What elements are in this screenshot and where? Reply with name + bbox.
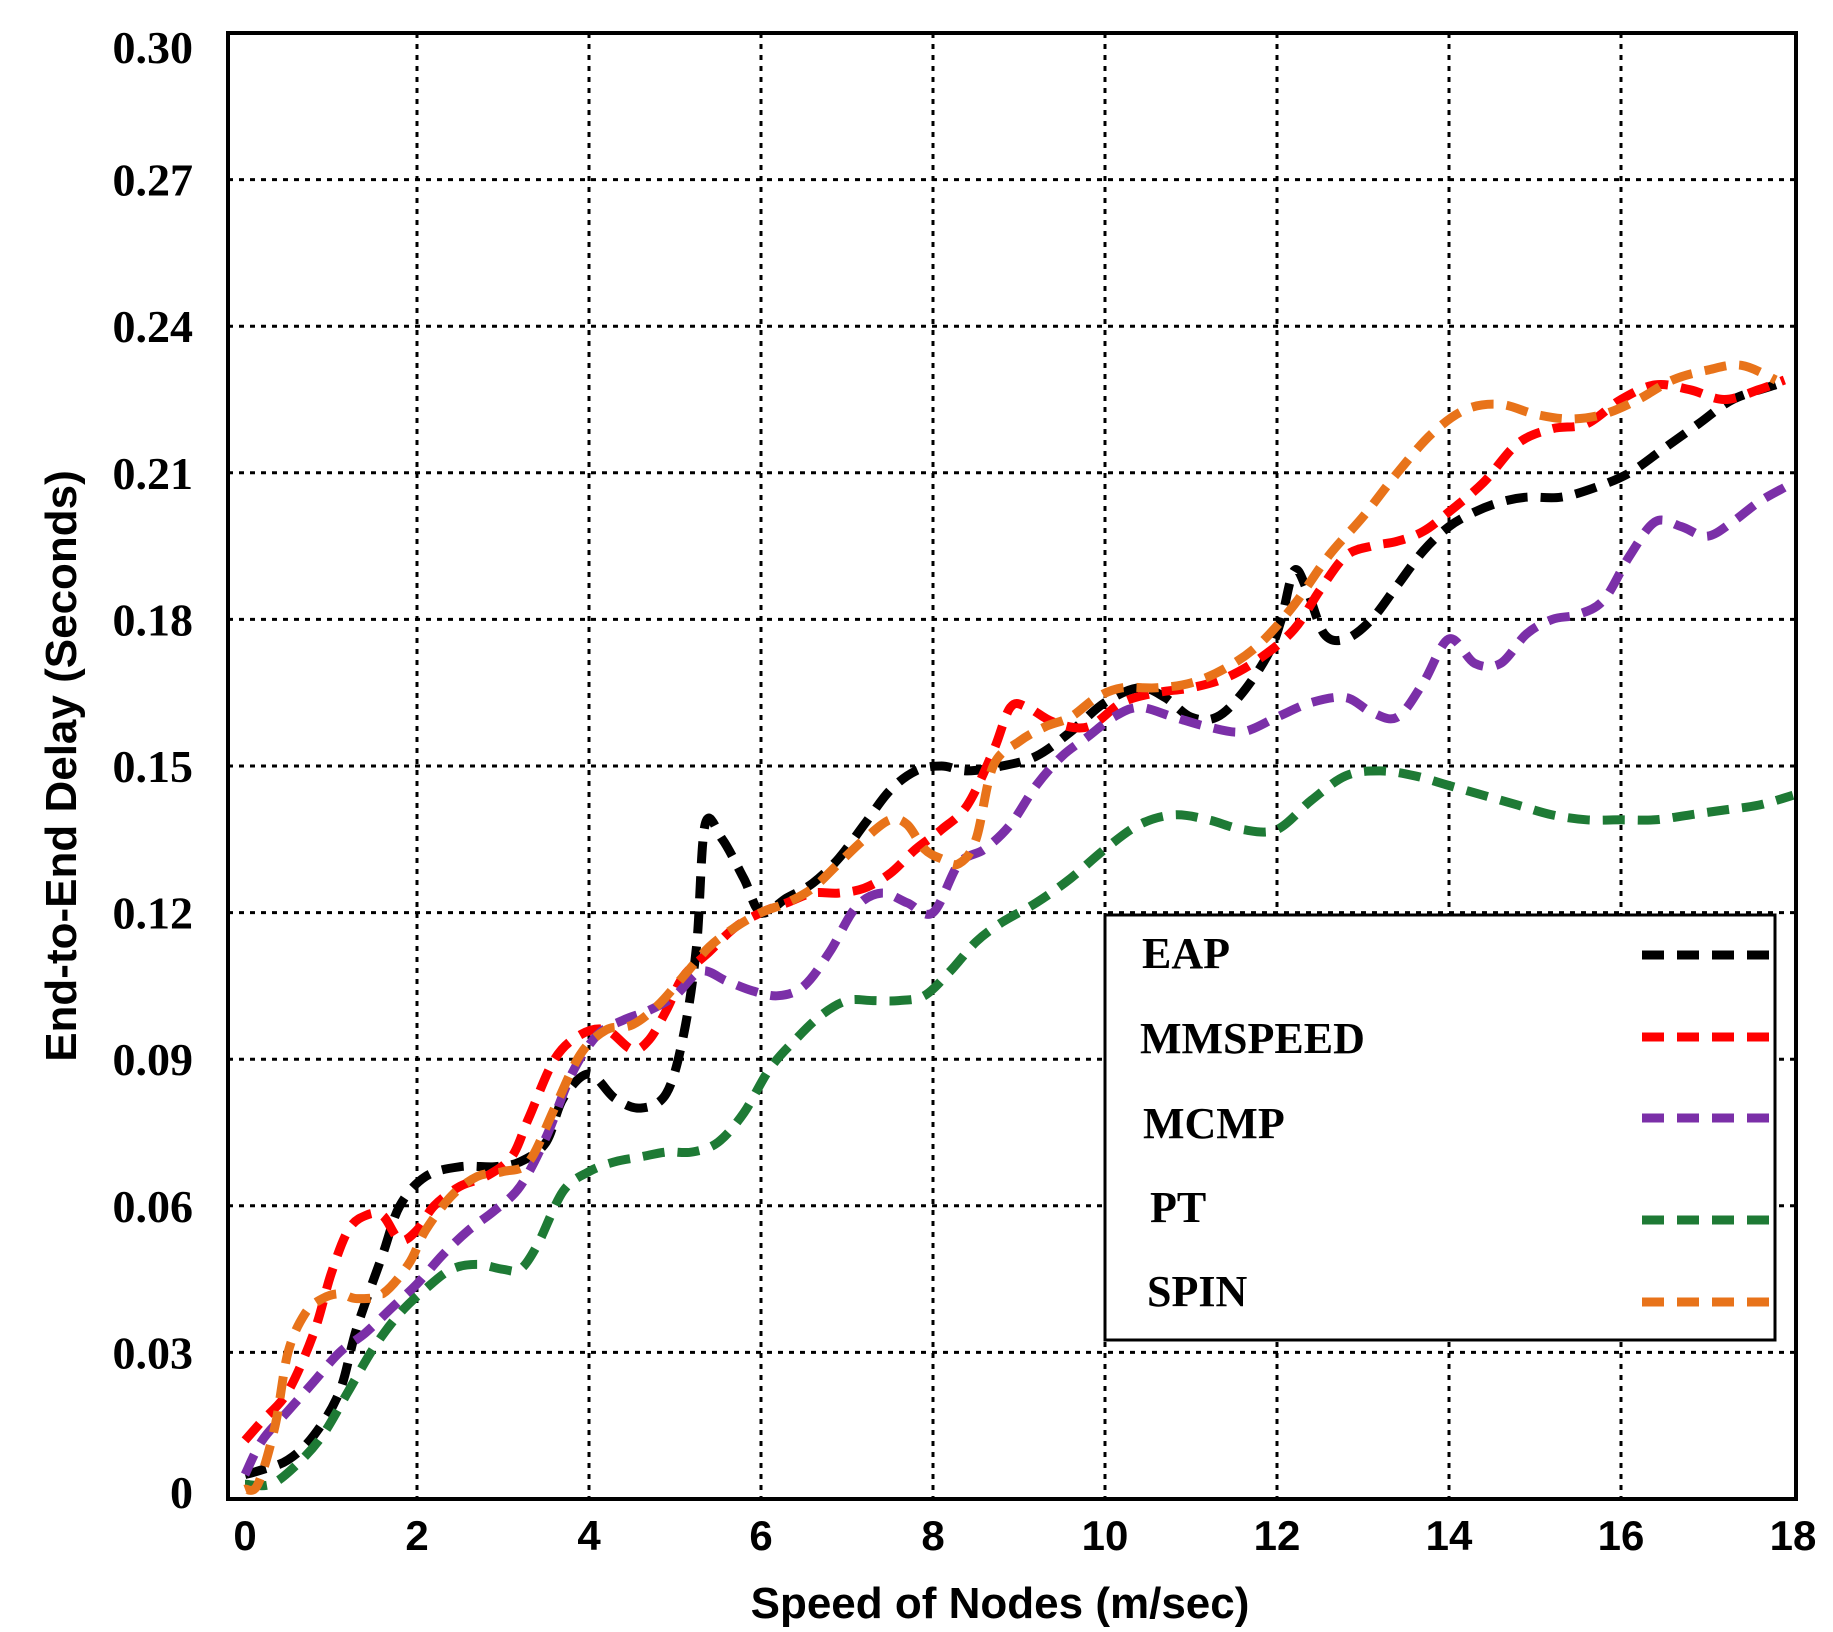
y-tick-label: 0.09 — [113, 1034, 194, 1085]
y-axis-title: End-to-End Delay (Seconds) — [37, 470, 86, 1062]
y-axis-tick-labels: 0 0.03 0.06 0.09 0.12 0.15 0.18 0.21 0.24 0.27 0.3… — [113, 22, 194, 1518]
y-tick-label: 0.06 — [113, 1181, 194, 1232]
x-tick-label: 2 — [405, 1512, 428, 1559]
x-tick-label: 12 — [1254, 1512, 1301, 1559]
y-tick-label: 0.18 — [113, 594, 194, 645]
x-axis-tick-labels: 0 2 4 6 8 10 12 14 16 18 — [233, 1512, 1816, 1559]
x-tick-label: 8 — [921, 1512, 944, 1559]
plot-frame — [226, 31, 1798, 1501]
series-line-mcmp — [240, 483, 1787, 1477]
x-tick-label: 16 — [1598, 1512, 1645, 1559]
series-line-mmspeed — [241, 375, 1787, 1444]
series-line-pt — [244, 766, 1795, 1491]
x-tick-label: 4 — [577, 1512, 601, 1559]
x-tick-label: 0 — [233, 1512, 256, 1559]
x-axis-title: Speed of Nodes (m/sec) — [751, 1579, 1250, 1628]
x-tick-label: 10 — [1082, 1512, 1129, 1559]
data-series — [240, 360, 1795, 1495]
y-tick-label: 0.12 — [113, 888, 194, 939]
y-tick-label: 0.03 — [113, 1327, 194, 1378]
legend-box — [1103, 913, 1777, 1342]
legend-label-eap: EAP — [1142, 929, 1230, 978]
x-tick-label: 18 — [1770, 1512, 1817, 1559]
x-tick-label: 6 — [749, 1512, 772, 1559]
y-tick-label: 0 — [170, 1467, 193, 1518]
y-tick-label: 0.21 — [113, 448, 194, 499]
series-line-spin — [243, 360, 1778, 1495]
legend-label-mmspeed: MMSPEED — [1140, 1014, 1365, 1063]
legend: EAP MMSPEED MCMP PT SPIN — [1103, 913, 1777, 1342]
y-tick-label: 0.15 — [113, 741, 194, 792]
y-tick-label: 0.30 — [113, 22, 194, 73]
y-tick-label: 0.24 — [113, 301, 194, 352]
y-tick-label: 0.27 — [113, 155, 194, 206]
legend-label-spin: SPIN — [1147, 1267, 1247, 1316]
x-tick-label: 14 — [1426, 1512, 1473, 1559]
legend-label-pt: PT — [1150, 1183, 1206, 1232]
legend-label-mcmp: MCMP — [1143, 1099, 1285, 1148]
